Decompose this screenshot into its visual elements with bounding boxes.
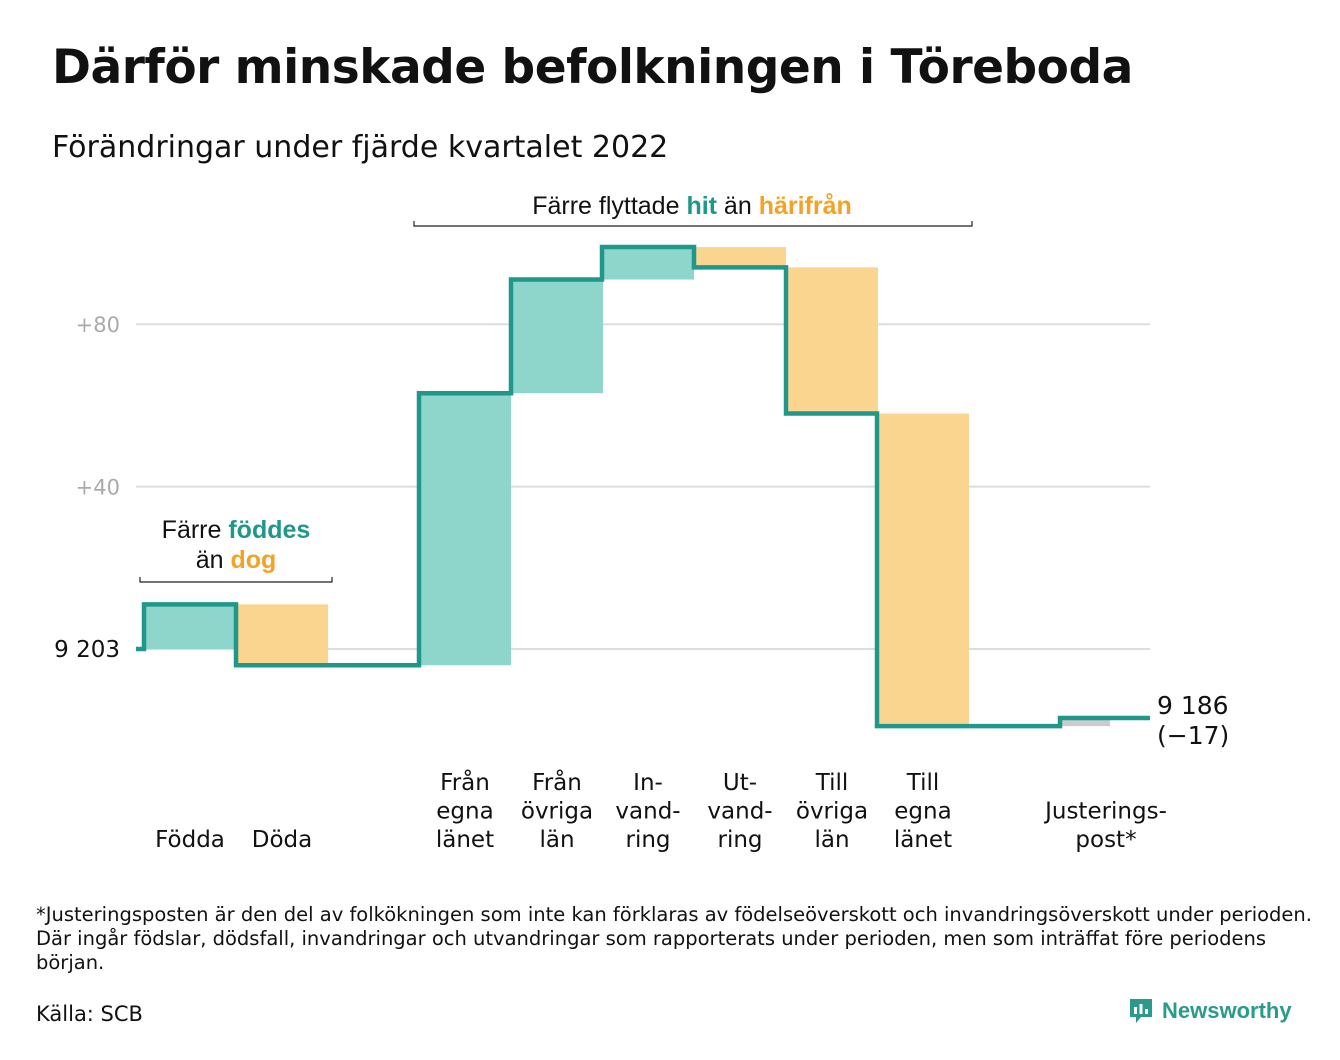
category-label: Justerings- xyxy=(1043,799,1167,825)
waterfall-bar xyxy=(877,413,969,727)
end-value-label: 9 186 xyxy=(1157,691,1229,720)
start-value-label: 9 203 xyxy=(54,637,120,663)
waterfall-bar xyxy=(1062,718,1110,727)
category-label: vand- xyxy=(615,799,680,825)
category-label: egna xyxy=(894,799,951,825)
waterfall-bar xyxy=(236,604,328,666)
category-label: övriga xyxy=(796,799,868,825)
category-label: In- xyxy=(633,770,663,796)
y-tick-label: +80 xyxy=(76,313,120,337)
waterfall-bar xyxy=(511,279,603,394)
category-label: län xyxy=(814,827,849,853)
source-label: Källa: SCB xyxy=(36,1002,143,1026)
category-label: post* xyxy=(1075,827,1136,853)
category-label: Från xyxy=(532,768,582,796)
waterfall-bar xyxy=(602,247,694,280)
y-tick-label: +40 xyxy=(76,476,120,500)
brand-name: Newsworthy xyxy=(1162,998,1292,1023)
category-label: länet xyxy=(894,827,952,853)
waterfall-bar xyxy=(694,247,786,268)
waterfall-bar xyxy=(419,393,511,666)
brand-logo[interactable]: Newsworthy xyxy=(1128,997,1292,1025)
cumulative-step-line xyxy=(136,244,1150,729)
annotation-birth-death-line1: Färre föddes xyxy=(162,516,311,544)
category-label: Födda xyxy=(155,827,225,853)
category-label: Döda xyxy=(252,827,312,853)
annotation-birth-death-line2: än dog xyxy=(196,546,277,574)
annotation-migration: Färre flyttade hit än härifrån xyxy=(532,192,852,220)
category-label: Till xyxy=(815,770,849,796)
footnote: *Justeringsposten är den del av folkökni… xyxy=(36,903,1312,974)
category-label: ring xyxy=(717,827,762,853)
page-title: Därför minskade befolkningen i Töreboda xyxy=(52,40,1133,95)
category-label: vand- xyxy=(707,799,772,825)
page-subtitle: Förändringar under fjärde kvartalet 2022 xyxy=(52,130,669,165)
category-label: län xyxy=(539,827,574,853)
category-label: Ut- xyxy=(723,770,757,796)
category-label: Från xyxy=(440,768,490,796)
annotation-bracket-births xyxy=(139,577,333,583)
newsworthy-logo-icon xyxy=(1130,999,1152,1023)
annotation-bracket-migration xyxy=(413,221,973,227)
waterfall-bar xyxy=(786,267,878,414)
waterfall-bar xyxy=(144,604,236,649)
end-change-label: (−17) xyxy=(1157,721,1229,750)
category-label: ring xyxy=(625,827,670,853)
category-label: Till xyxy=(906,770,940,796)
category-label: länet xyxy=(436,827,494,853)
category-label: egna xyxy=(436,799,493,825)
category-label: övriga xyxy=(521,799,593,825)
